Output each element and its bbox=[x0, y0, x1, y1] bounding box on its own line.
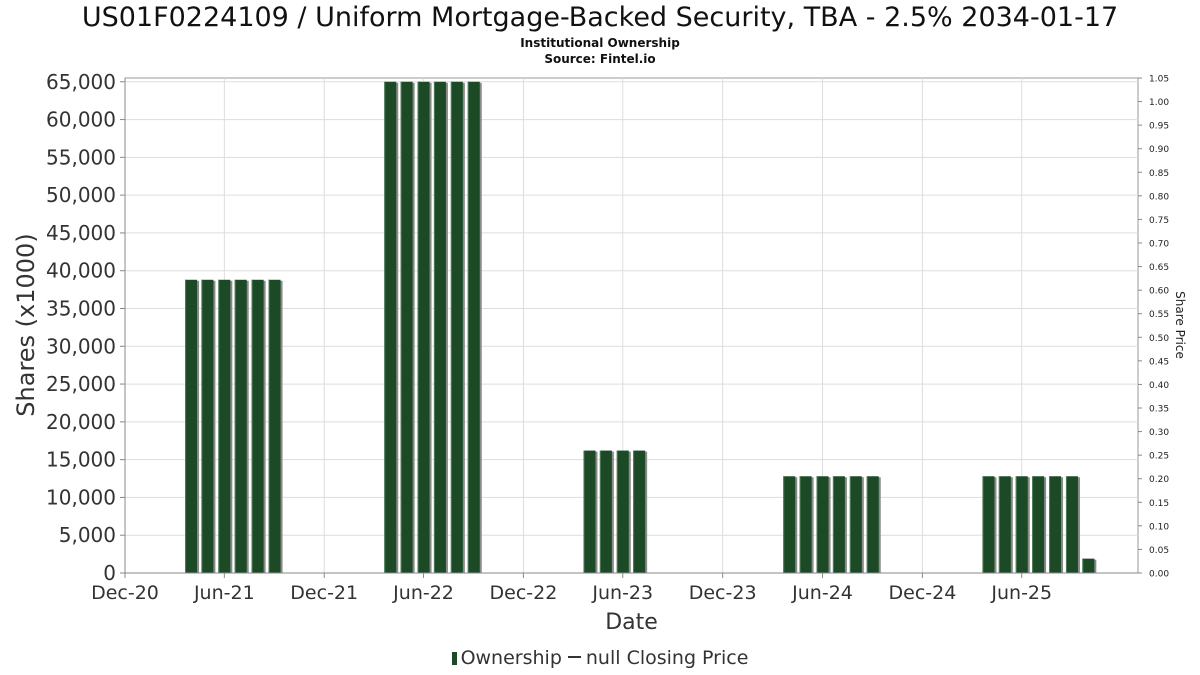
ownership-bar bbox=[849, 476, 862, 573]
y2-tick-label: 0.15 bbox=[1149, 499, 1169, 509]
ownership-bar bbox=[433, 81, 446, 573]
ownership-bar bbox=[799, 476, 812, 573]
ownership-bar bbox=[599, 450, 612, 573]
x-tick-label: Jun-22 bbox=[392, 582, 454, 604]
y-tick-label: 50,000 bbox=[46, 183, 116, 207]
y-tick-label: 55,000 bbox=[46, 145, 116, 169]
y2-tick-label: 0.75 bbox=[1149, 216, 1169, 226]
x-tick-label: Dec-20 bbox=[91, 582, 159, 604]
y-tick-label: 45,000 bbox=[46, 221, 116, 245]
y2-axis-title: Share Price bbox=[1173, 291, 1187, 359]
ownership-bar bbox=[1015, 476, 1028, 573]
ownership-bar bbox=[1049, 476, 1062, 573]
ownership-bar bbox=[583, 450, 596, 573]
y2-tick-label: 0.05 bbox=[1149, 546, 1169, 556]
y-tick-label: 5,000 bbox=[59, 523, 116, 547]
y2-tick-label: 0.45 bbox=[1149, 357, 1169, 367]
y-tick-label: 10,000 bbox=[46, 485, 116, 509]
y2-tick-label: 0.10 bbox=[1149, 522, 1169, 532]
y2-tick-label: 0.70 bbox=[1149, 240, 1169, 250]
y2-tick-label: 0.25 bbox=[1149, 452, 1169, 462]
x-tick-label: Dec-23 bbox=[689, 582, 757, 604]
ownership-bar bbox=[982, 476, 995, 573]
ownership-bar bbox=[268, 279, 281, 573]
ownership-bar bbox=[218, 279, 231, 573]
ownership-bar bbox=[866, 476, 879, 573]
ownership-bar bbox=[616, 450, 629, 573]
ownership-bar bbox=[185, 279, 198, 573]
y2-tick-label: 0.65 bbox=[1149, 263, 1169, 273]
x-tick-label: Dec-21 bbox=[290, 582, 358, 604]
ownership-bar bbox=[832, 476, 845, 573]
y2-tick-label: 0.30 bbox=[1149, 428, 1169, 438]
y2-tick-label: 0.80 bbox=[1149, 192, 1169, 202]
y2-tick-label: 0.50 bbox=[1149, 334, 1169, 344]
y2-tick-label: 0.35 bbox=[1149, 405, 1169, 415]
y-tick-label: 30,000 bbox=[46, 334, 116, 358]
y-tick-label: 15,000 bbox=[46, 448, 116, 472]
y-tick-label: 20,000 bbox=[46, 410, 116, 434]
legend-ownership-swatch bbox=[451, 652, 457, 665]
chart-source: Source: Fintel.io bbox=[544, 52, 656, 66]
chart-title: US01F0224109 / Uniform Mortgage-Backed S… bbox=[81, 2, 1119, 33]
y2-tick-label: 1.05 bbox=[1149, 75, 1169, 85]
y2-tick-label: 0.00 bbox=[1149, 570, 1169, 580]
ownership-bar bbox=[467, 81, 480, 573]
legend-ownership-label: Ownership bbox=[460, 647, 562, 669]
y2-tick-label: 0.60 bbox=[1149, 287, 1169, 297]
ownership-bar bbox=[1065, 476, 1078, 573]
ownership-bar bbox=[1032, 476, 1045, 573]
y2-tick-label: 0.55 bbox=[1149, 310, 1169, 320]
y2-tick-label: 1.00 bbox=[1149, 98, 1169, 108]
chart-legend: Ownership null Closing Price bbox=[0, 647, 1200, 669]
x-tick-label: Jun-24 bbox=[791, 582, 853, 604]
legend-price-line bbox=[567, 656, 581, 658]
legend-price-label: null Closing Price bbox=[585, 647, 749, 669]
y-tick-label: 40,000 bbox=[46, 259, 116, 283]
y2-tick-label: 0.90 bbox=[1149, 145, 1169, 155]
ownership-bar bbox=[417, 81, 430, 573]
ownership-bar bbox=[201, 279, 214, 573]
y2-tick-label: 0.20 bbox=[1149, 475, 1169, 485]
ownership-bar bbox=[1082, 558, 1095, 573]
ownership-bar bbox=[450, 81, 463, 573]
y-axis-title: Shares (x1000) bbox=[12, 233, 40, 416]
x-tick-label: Jun-25 bbox=[990, 582, 1052, 604]
y2-tick-label: 0.95 bbox=[1149, 122, 1169, 132]
y-tick-label: 60,000 bbox=[46, 108, 116, 132]
x-tick-label: Dec-24 bbox=[889, 582, 957, 604]
ownership-bar bbox=[251, 279, 264, 573]
ownership-bar bbox=[783, 476, 796, 573]
y2-tick-label: 0.40 bbox=[1149, 381, 1169, 391]
ownership-bar bbox=[998, 476, 1011, 573]
ownership-bar bbox=[816, 476, 829, 573]
ownership-bar bbox=[384, 81, 397, 573]
plot-area bbox=[124, 77, 1139, 574]
ownership-bar bbox=[633, 450, 646, 573]
x-tick-label: Jun-21 bbox=[193, 582, 255, 604]
ownership-bar bbox=[400, 81, 413, 573]
ownership-bar bbox=[234, 279, 247, 573]
y2-tick-label: 0.85 bbox=[1149, 169, 1169, 179]
x-tick-label: Jun-23 bbox=[591, 582, 653, 604]
y-tick-label: 0 bbox=[103, 561, 116, 585]
chart-subtitle: Institutional Ownership bbox=[520, 36, 680, 50]
y-tick-label: 65,000 bbox=[46, 70, 116, 94]
x-tick-label: Dec-22 bbox=[490, 582, 558, 604]
x-axis-title: Date bbox=[605, 610, 658, 635]
y-tick-label: 25,000 bbox=[46, 372, 116, 396]
y-tick-label: 35,000 bbox=[46, 296, 116, 320]
